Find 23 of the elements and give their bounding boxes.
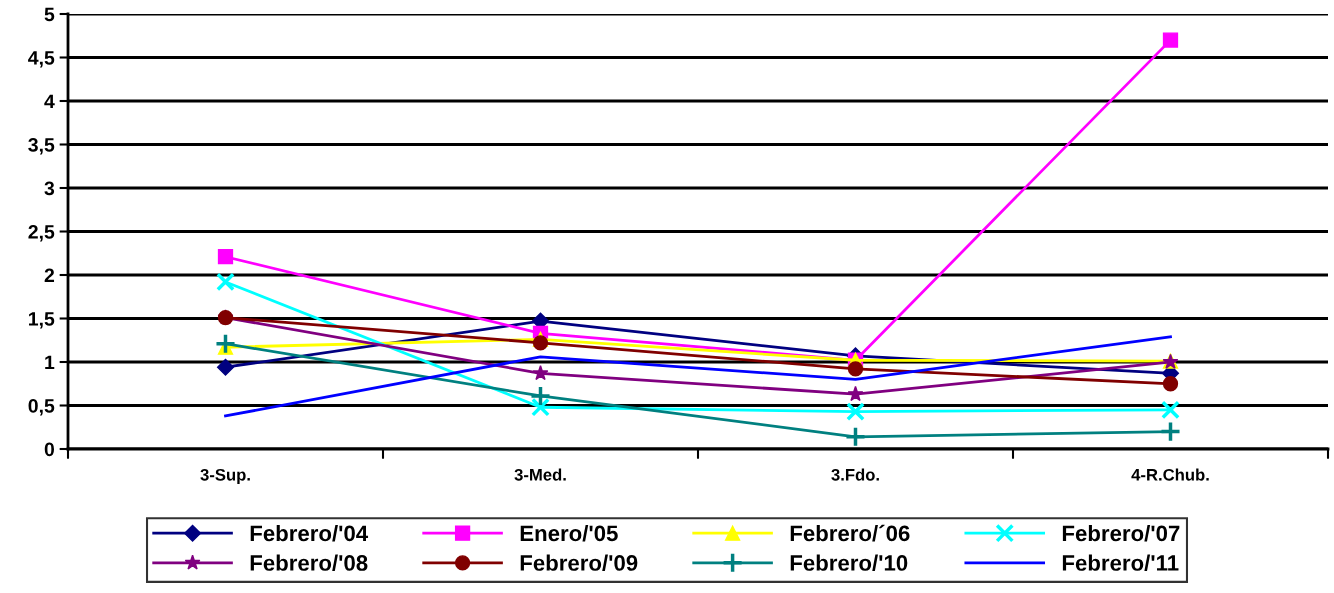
legend-label: Febrero/´06 xyxy=(790,524,910,542)
y-tick-label: 2,5 xyxy=(28,224,55,242)
legend-label: Febrero/'08 xyxy=(250,554,368,572)
y-tick-label: 4,5 xyxy=(28,51,55,68)
y-tick-label: 2 xyxy=(44,268,55,283)
x-tick-label: 4-R.Chub. xyxy=(1131,468,1209,481)
y-tick-label: 0,5 xyxy=(28,398,55,416)
y-tick-label: 3,5 xyxy=(28,137,55,155)
y-tick-label: 0 xyxy=(44,442,55,457)
y-tick-label: 5 xyxy=(44,7,55,22)
legend-label: Febrero/'10 xyxy=(790,554,908,572)
legend-label: Febrero/'04 xyxy=(250,524,369,542)
y-tick-label: 3 xyxy=(44,181,55,196)
legend-label: Febrero/'11 xyxy=(1062,554,1179,572)
y-tick-label: 1 xyxy=(45,355,55,370)
legend-label: Febrero/'07 xyxy=(1062,524,1180,542)
x-tick-label: 3-Sup. xyxy=(200,468,250,484)
legend-label: Enero/'05 xyxy=(520,524,618,542)
legend-label: Febrero/'09 xyxy=(520,554,638,572)
x-tick-label: 3.Fdo. xyxy=(831,468,879,481)
y-tick-label: 1,5 xyxy=(29,312,55,329)
y-tick-label: 4 xyxy=(44,94,55,109)
x-tick-label: 3-Med. xyxy=(514,468,566,481)
